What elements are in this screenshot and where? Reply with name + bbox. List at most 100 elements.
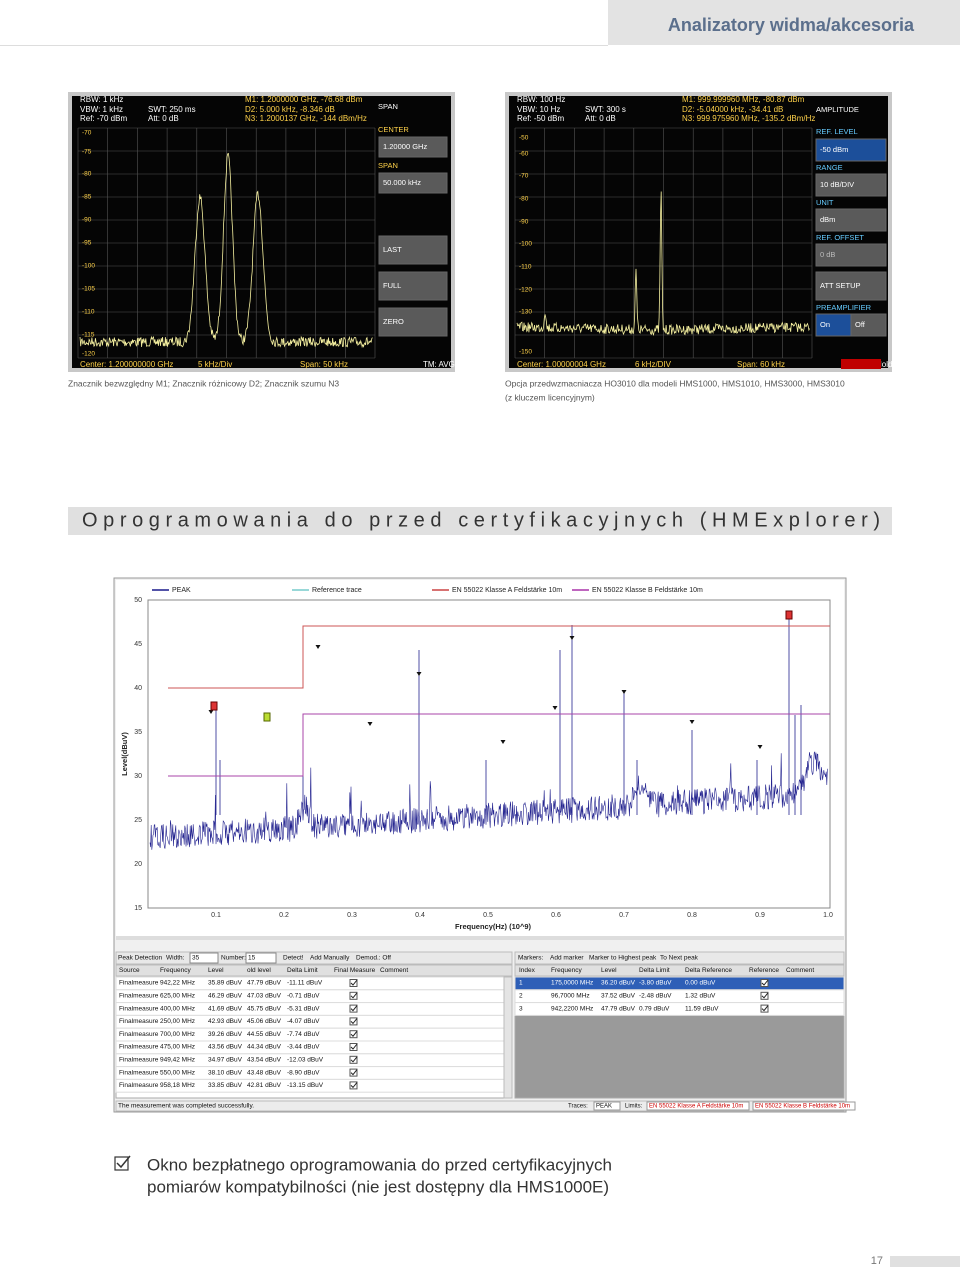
section-title: Oprogramowania do przed certyfikacyjnych…: [82, 509, 880, 531]
softkey-label: On: [820, 320, 830, 329]
legend-entry: PEAK: [172, 587, 191, 594]
table-cell: -5.31 dBuV: [287, 1005, 320, 1012]
y-label: -60: [519, 151, 529, 158]
toolbar-item: Add Manually: [310, 955, 350, 962]
column-header: old level: [247, 967, 271, 974]
table-cell: 475,00 MHz: [160, 1044, 195, 1051]
peak-arrow: [208, 710, 214, 714]
table-cell: 35.89 dBuV: [208, 980, 243, 987]
column-header: Comment: [786, 967, 814, 974]
softkey-label: LAST: [383, 245, 402, 254]
x-tick-label: 0.1: [211, 912, 221, 919]
y-label: -90: [82, 217, 92, 224]
table-cell: Finalmeasure: [119, 1057, 159, 1064]
y-tick-label: 25: [134, 817, 142, 824]
note: Okno bezpłatnego oprogramowania do przed…: [147, 1155, 612, 1174]
y-tick-label: 15: [134, 905, 142, 912]
softkey: [815, 208, 887, 232]
softkey-label: 10 dB/DIV: [820, 180, 854, 189]
column-header: Level: [208, 967, 224, 974]
toolbar-item: To Next peak: [660, 955, 699, 962]
y-label: -70: [519, 173, 529, 180]
table-cell: 43.56 dBuV: [208, 1044, 243, 1051]
table-cell: 958,18 MHz: [160, 1082, 195, 1089]
row-checkbox: [349, 1043, 358, 1051]
softkey-label: REF. LEVEL: [816, 127, 858, 136]
input-box: [245, 952, 277, 964]
screen-footer: 6 kHz/DIV: [635, 360, 672, 369]
status-item: Limits:: [625, 1104, 643, 1110]
softkey-label: 1.20000 GHz: [383, 142, 427, 151]
screen-footer: Center: 1.200000000 GHz: [80, 360, 173, 369]
table-cell: Finalmeasure: [119, 1018, 159, 1025]
screen-footer: TM: AVG: [423, 360, 455, 369]
softkey-label: Off: [855, 320, 866, 329]
x-axis-label: Frequency(Hz) (10^9): [455, 922, 532, 931]
input-box: [189, 952, 219, 964]
status-item: Traces:: [568, 1104, 588, 1110]
y-label: -80: [82, 171, 92, 178]
peak-arrow: [757, 745, 763, 749]
y-label: -100: [519, 241, 532, 248]
table-cell: 39.26 dBuV: [208, 1031, 243, 1038]
softkey-label: REF. OFFSET: [816, 233, 864, 242]
row-check: [350, 992, 358, 999]
softkey: [815, 138, 887, 162]
screen-footer: Center: 1.00000004 GHz: [517, 360, 606, 369]
legend-entry: Reference trace: [312, 587, 362, 594]
table-cell: -2.48 dBuV: [639, 993, 672, 1000]
toolbar-item: 15: [248, 955, 256, 962]
softkey-label: AMPLITUDE: [816, 105, 859, 114]
y-label: -110: [82, 309, 95, 316]
table-cell: 44.55 dBuV: [247, 1031, 282, 1038]
screen-info: RBW: 1 kHz: [80, 95, 123, 104]
table-cell: 42.93 dBuV: [208, 1018, 243, 1025]
table-cell: 43.54 dBuV: [247, 1057, 282, 1064]
status-field: [752, 1101, 856, 1111]
softkey-label: SPAN: [378, 161, 398, 170]
softkey-label: ATT SETUP: [820, 281, 861, 290]
row-check: [350, 979, 358, 986]
table-cell: -11.11 dBuV: [287, 980, 323, 987]
plot: [147, 599, 831, 909]
marker-flag: [210, 701, 218, 711]
status-item: PEAK: [596, 1104, 612, 1110]
table-cell: -3.44 dBuV: [287, 1044, 320, 1051]
page-number: 17: [871, 1255, 883, 1267]
row-checkbox: [349, 1004, 358, 1013]
column-header: Comment: [380, 967, 408, 974]
row-checkbox: [349, 1017, 358, 1026]
x-tick-label: 0.2: [279, 912, 289, 919]
row-check: [761, 979, 769, 986]
column-header: Delta Reference: [685, 967, 732, 974]
screen-footer: 5 kHz/Div: [198, 360, 232, 369]
y-tick-label: 35: [134, 729, 142, 736]
y-label: -105: [82, 286, 95, 293]
status-item: EN 55022 Klasse B Feldstärke 10m: [755, 1104, 850, 1110]
toolbar: [514, 951, 845, 965]
table-cell: 43.48 dBuV: [247, 1069, 282, 1076]
column-header: Delta Limit: [639, 967, 670, 974]
y-label: -120: [519, 287, 532, 294]
softkey: [378, 235, 448, 265]
x-tick-label: 0.4: [415, 912, 425, 919]
row-check: [350, 1069, 358, 1076]
table-cell: 11.59 dBuV: [685, 1005, 719, 1012]
table-cell: 44.34 dBuV: [247, 1044, 282, 1051]
peak-arrow: [689, 720, 695, 724]
screen-info: Att: 0 dB: [585, 114, 616, 123]
table-cell: 1: [519, 980, 523, 987]
x-tick-label: 0.3: [347, 912, 357, 919]
screen-info: RBW: 100 Hz: [517, 95, 565, 104]
softkey-label: FULL: [383, 281, 401, 290]
x-tick-label: 0.7: [619, 912, 629, 919]
y-label: -115: [82, 332, 95, 339]
toolbar-item: Marker to Highest peak: [589, 955, 657, 962]
scrollbar: [503, 976, 513, 1099]
tm-box: [841, 359, 881, 369]
table-cell: 949,42 MHz: [160, 1057, 195, 1064]
table-cell: -13.15 dBuV: [287, 1082, 324, 1089]
column-header: Reference: [749, 967, 779, 974]
y-label: -90: [519, 219, 529, 226]
